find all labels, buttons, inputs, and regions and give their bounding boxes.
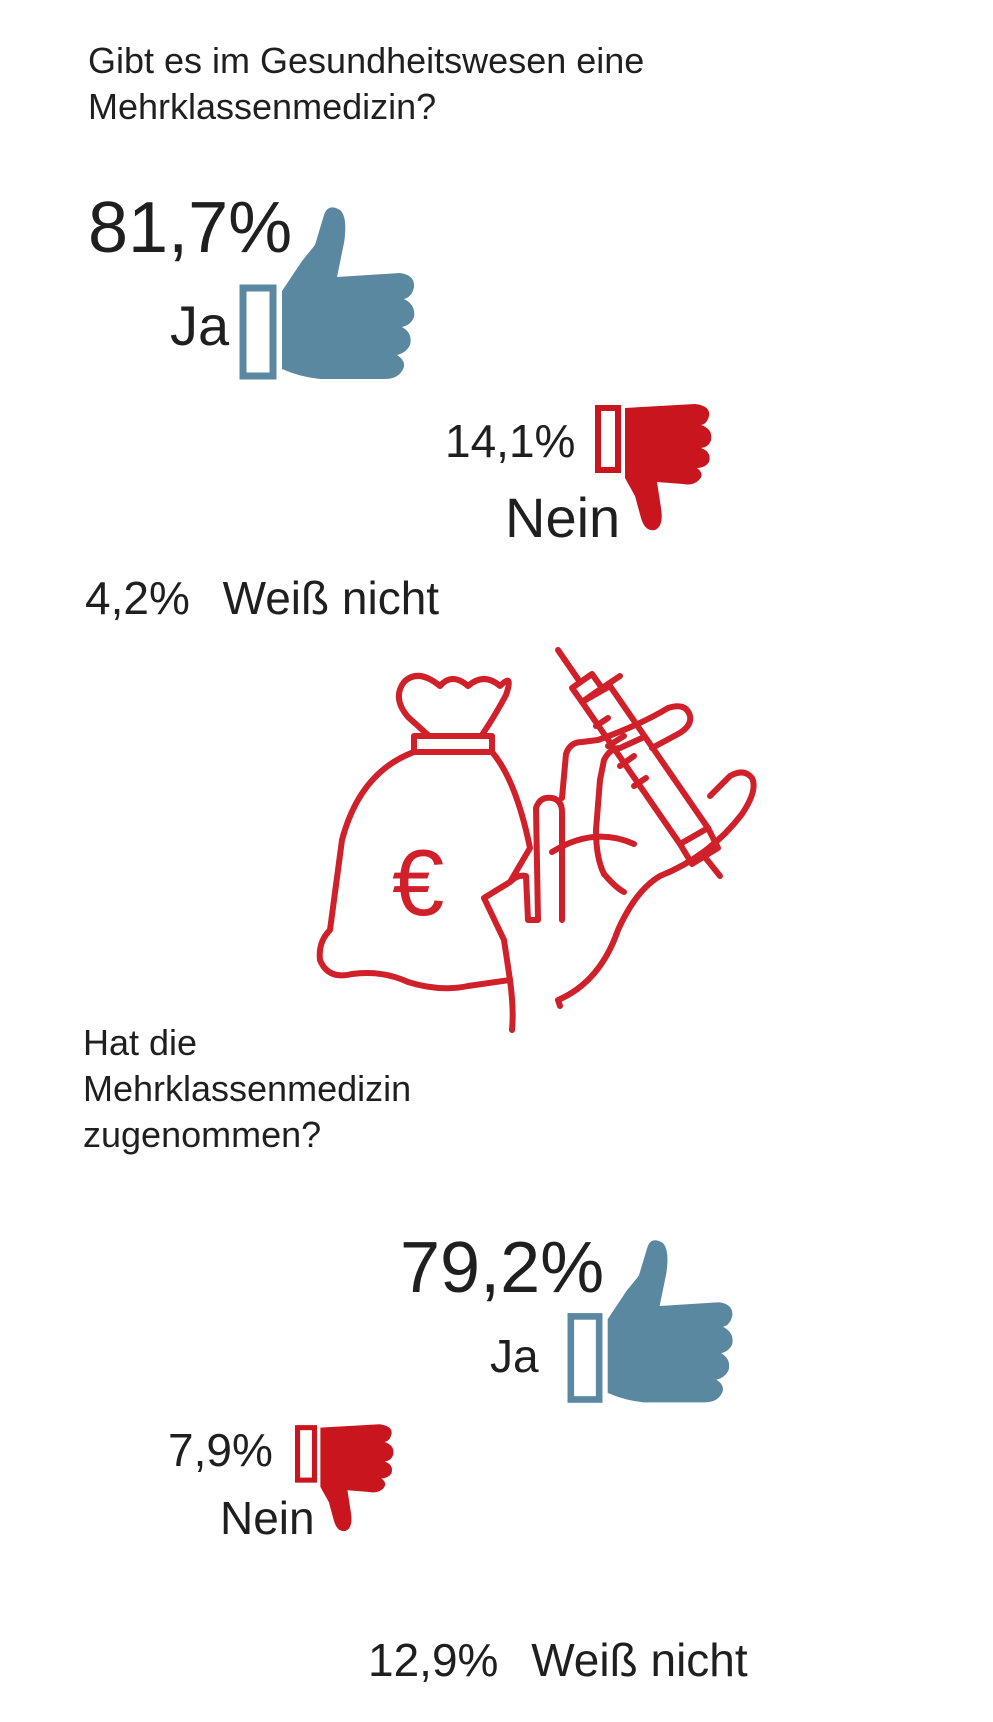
question-2-title: Hat die Mehrklassenmedizin zugenommen?: [83, 1020, 411, 1158]
question-1-title: Gibt es im Gesundheitswesen eine Mehrkla…: [88, 38, 644, 130]
money-syringe-illustration: €: [316, 647, 757, 1033]
euro-icon: €: [392, 830, 444, 935]
money-bag-icon: [316, 673, 533, 1033]
q1-yes-label: Ja: [170, 294, 230, 357]
syringe-icon: [555, 647, 723, 879]
q1-unknown-label: Weiß nicht: [222, 572, 440, 624]
thumbs-down-icon: [295, 1424, 394, 1532]
q1-unknown-percentage: 4,2%: [85, 572, 190, 624]
thumbs-up-icon: [567, 1240, 733, 1403]
q1-no-label: Nein: [505, 486, 621, 549]
thumbs-up-icon: [239, 207, 415, 380]
hand-icon: [481, 703, 757, 1009]
q2-unknown-label: Weiß nicht: [531, 1634, 748, 1686]
q2-yes-label: Ja: [490, 1330, 539, 1382]
q1-no-percentage: 14,1%: [445, 415, 576, 467]
question-2-line-3: zugenommen?: [83, 1114, 322, 1155]
q2-unknown-percentage: 12,9%: [368, 1634, 499, 1686]
question-1-line-2: Mehrklassenmedizin?: [88, 86, 437, 127]
q2-no-label: Nein: [220, 1492, 315, 1544]
q1-yes-percentage: 81,7%: [88, 188, 293, 268]
q2-no-percentage: 7,9%: [168, 1424, 273, 1476]
question-2-line-1: Hat die: [83, 1022, 198, 1063]
q1-unknown: 4,2% Weiß nicht: [85, 572, 439, 624]
thumbs-down-icon: [595, 404, 712, 531]
question-1-line-1: Gibt es im Gesundheitswesen eine: [88, 40, 645, 81]
q2-yes-percentage: 79,2%: [400, 1228, 605, 1308]
q2-unknown: 12,9% Weiß nicht: [368, 1634, 748, 1686]
question-2-line-2: Mehrklassenmedizin: [83, 1068, 412, 1109]
